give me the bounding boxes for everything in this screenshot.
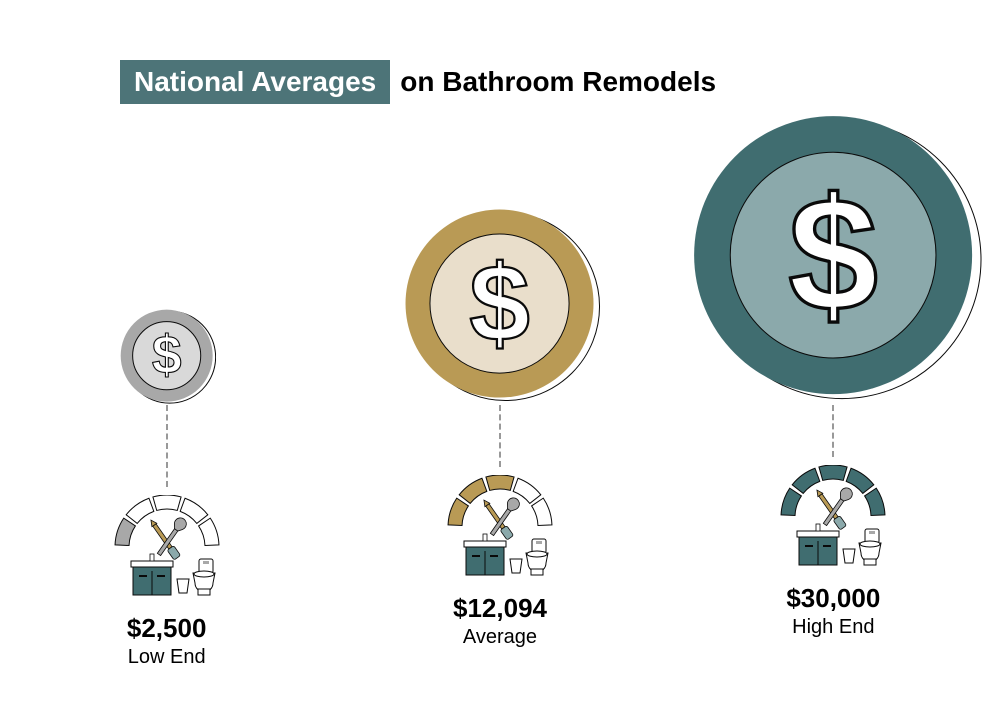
- connector-low: [166, 405, 168, 487]
- bathroom-illustration-high: [763, 465, 903, 575]
- label-mid: Average: [463, 626, 537, 649]
- price-mid: $12,094: [453, 593, 547, 624]
- col-low: $: [0, 140, 333, 700]
- connector-high: [832, 405, 834, 457]
- label-low: Low End: [128, 646, 206, 669]
- col-high: $: [667, 140, 1000, 700]
- bathroom-illustration-mid: [430, 475, 570, 585]
- svg-text:$: $: [152, 326, 182, 385]
- title-badge: National Averages: [120, 60, 390, 104]
- coin-wrap-high: $: [667, 140, 1000, 405]
- coin-wrap-low: $: [0, 140, 333, 405]
- col-mid: $: [333, 140, 666, 700]
- label-high: High End: [792, 616, 874, 639]
- columns: $: [0, 140, 1000, 700]
- title-rest: on Bathroom Remodels: [400, 66, 716, 98]
- coin-wrap-mid: $: [333, 140, 666, 405]
- svg-text:$: $: [470, 242, 531, 364]
- svg-text:$: $: [788, 165, 878, 345]
- connector-mid: [499, 405, 501, 467]
- bathroom-illustration-low: [97, 495, 237, 605]
- page-title: National Averages on Bathroom Remodels: [120, 60, 716, 104]
- price-low: $2,500: [127, 613, 207, 644]
- price-high: $30,000: [786, 583, 880, 614]
